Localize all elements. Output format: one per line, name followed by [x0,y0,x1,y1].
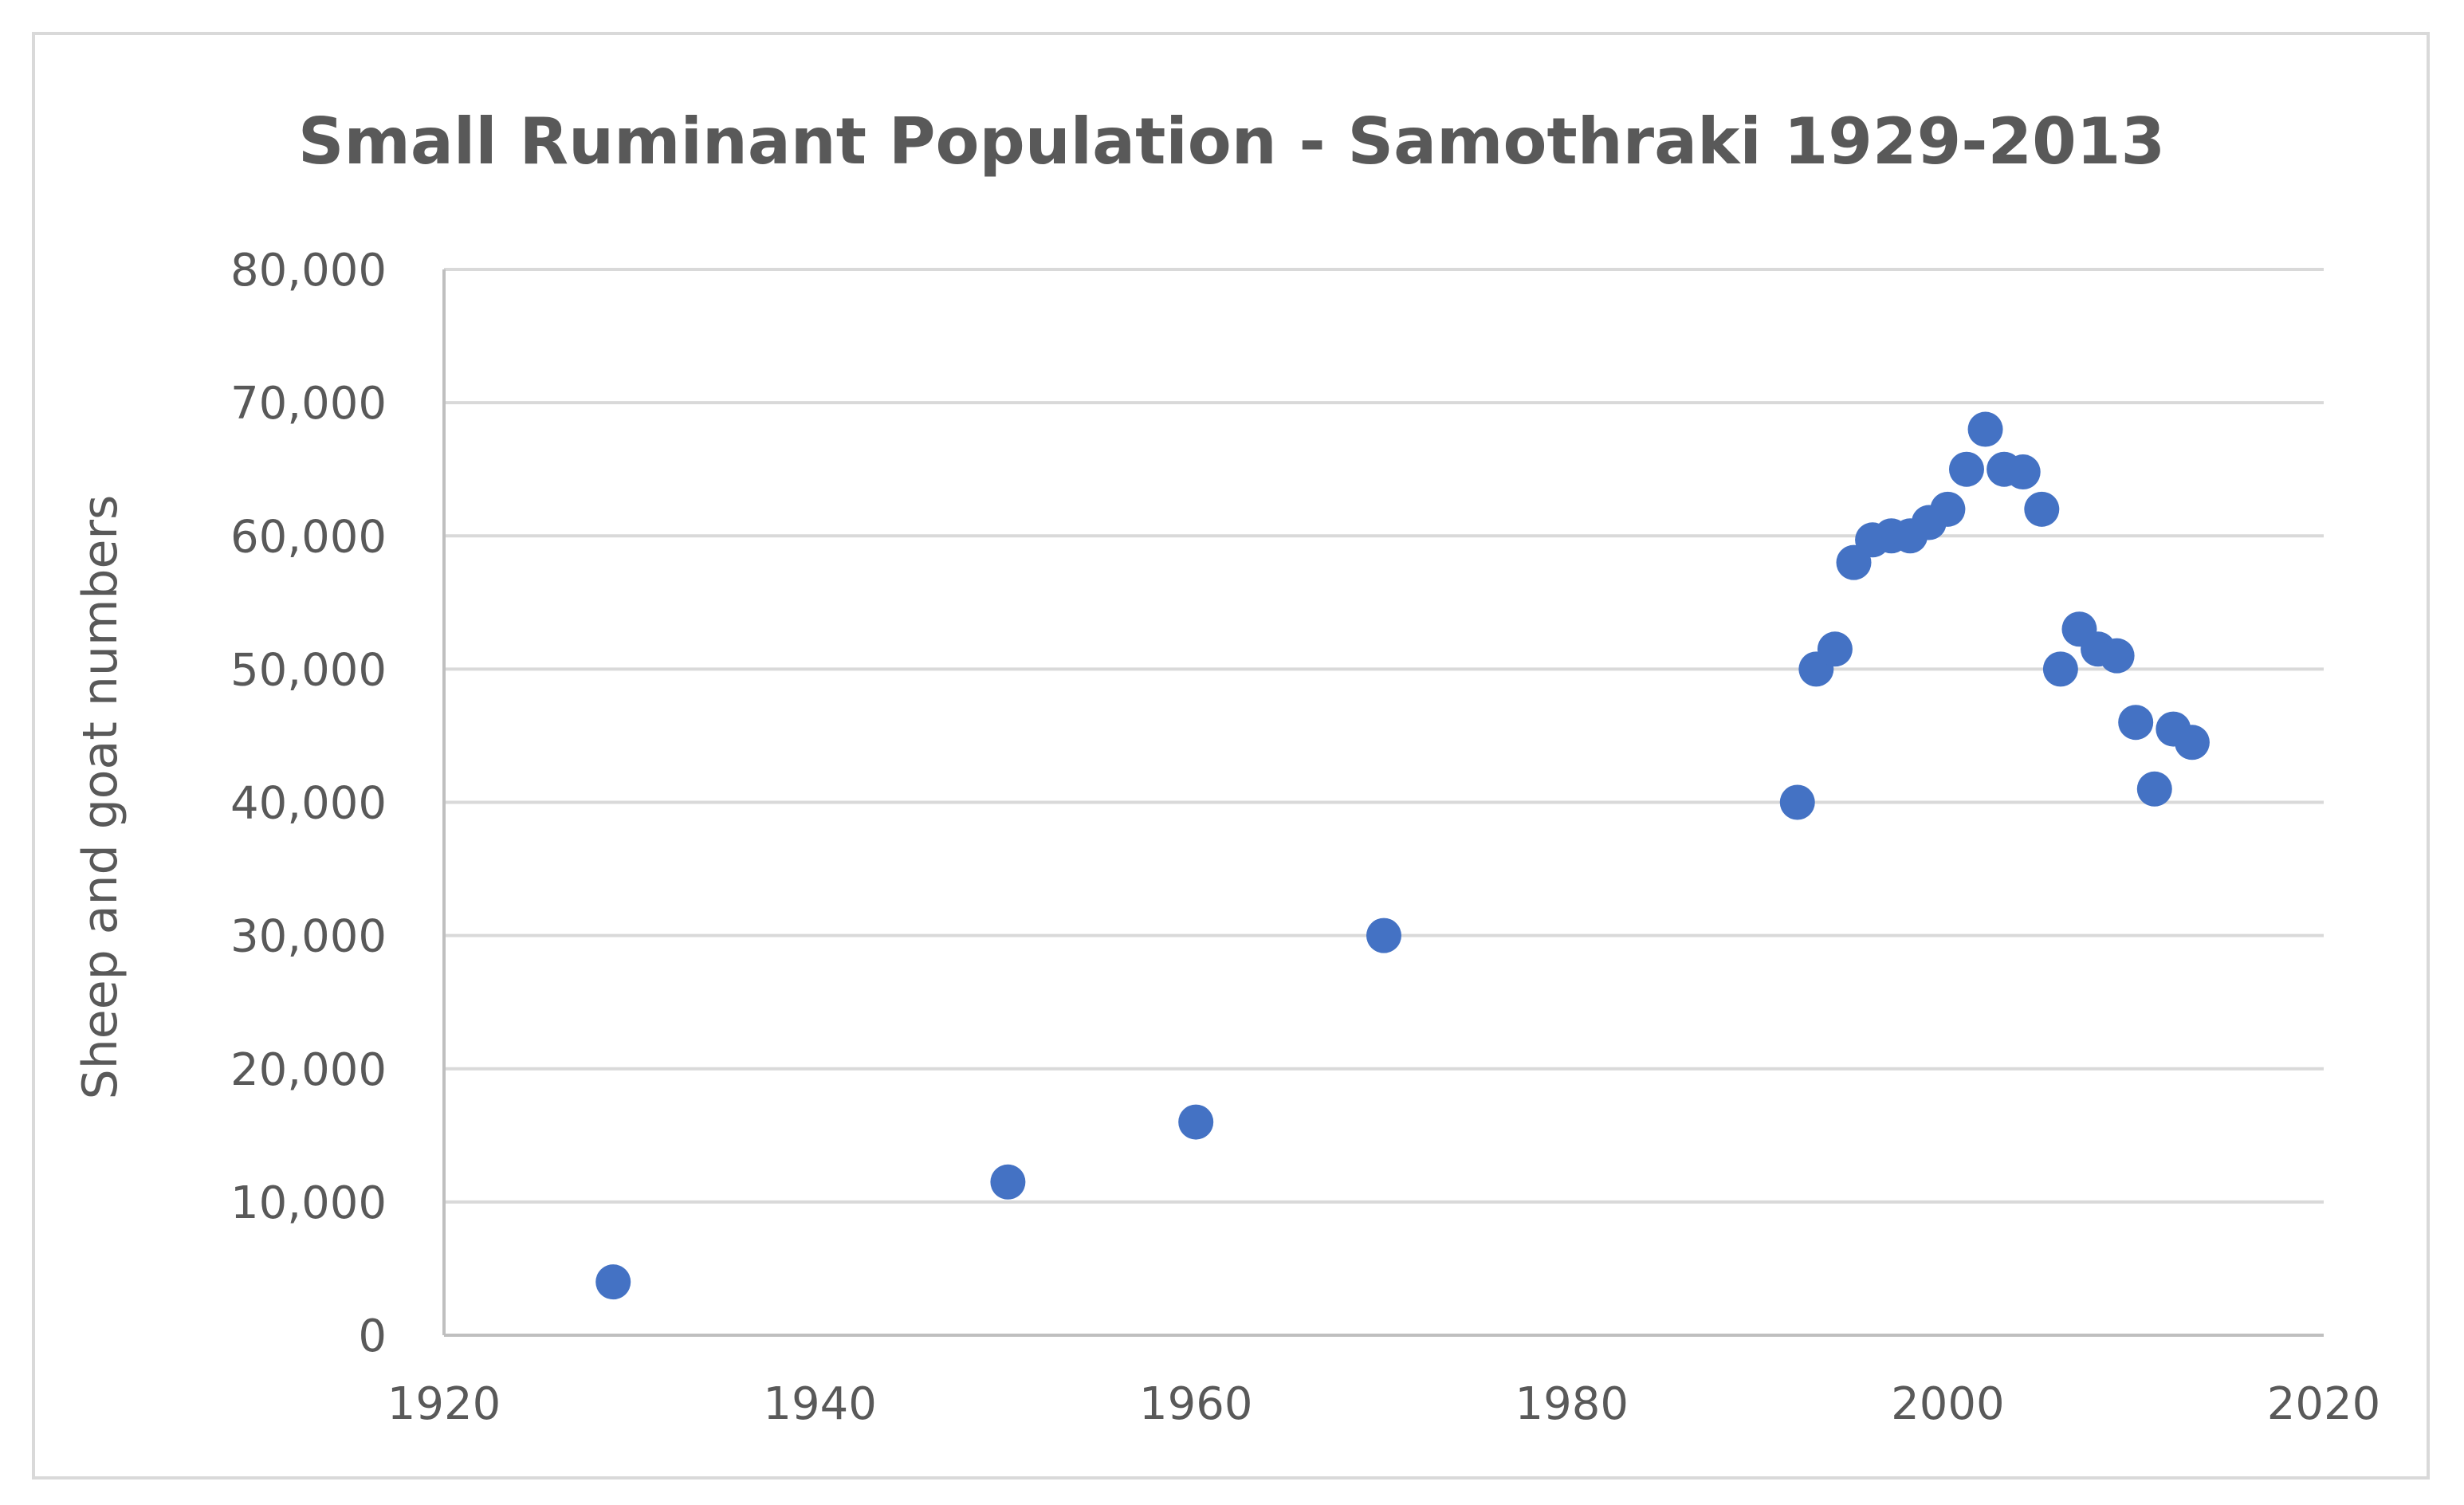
y-tick-label: 60,000 [230,511,387,563]
x-tick-label: 1920 [387,1378,501,1430]
data-point [2024,491,2060,527]
chart-frame [32,32,2430,1479]
y-tick-label: 20,000 [230,1044,387,1096]
gridlines [444,268,2324,1204]
data-point [2099,638,2135,674]
x-tick-label: 1960 [1139,1378,1253,1430]
data-point [1967,411,2003,447]
axes [442,269,2324,1337]
data-point [2042,651,2078,687]
data-points [595,411,2210,1300]
y-tick-label: 40,000 [230,778,387,830]
data-point [1366,918,1401,953]
y-tick-labels: 0 10,000 20,000 30,000 40,000 50,000 60,000 70,… [230,245,387,1362]
data-point [1930,491,1966,527]
data-point [2118,705,2154,741]
x-tick-label: 2000 [1891,1378,2005,1430]
data-point [2005,454,2041,490]
y-tick-label: 50,000 [230,644,387,696]
x-tick-label: 1980 [1515,1378,1629,1430]
data-point [595,1264,631,1300]
y-axis-title: Sheep and goat numbers [73,495,128,1100]
data-point [2174,725,2210,760]
y-tick-label: 0 [358,1310,387,1362]
data-point [1948,451,1984,487]
y-tick-label: 70,000 [230,378,387,430]
data-point [2136,771,2172,807]
x-tick-labels: 1920 1940 1960 1980 2000 2020 [387,1378,2381,1430]
chart-title: Small Ruminant Population - Samothraki 1… [298,104,2165,179]
y-tick-label: 30,000 [230,911,387,963]
data-point [1779,784,1815,820]
y-tick-label: 10,000 [230,1177,387,1229]
data-point [990,1164,1026,1200]
x-tick-label: 1940 [763,1378,877,1430]
x-tick-label: 2020 [2267,1378,2381,1430]
data-point [1817,631,1853,667]
data-point [1178,1104,1214,1140]
y-tick-label: 80,000 [230,245,387,297]
